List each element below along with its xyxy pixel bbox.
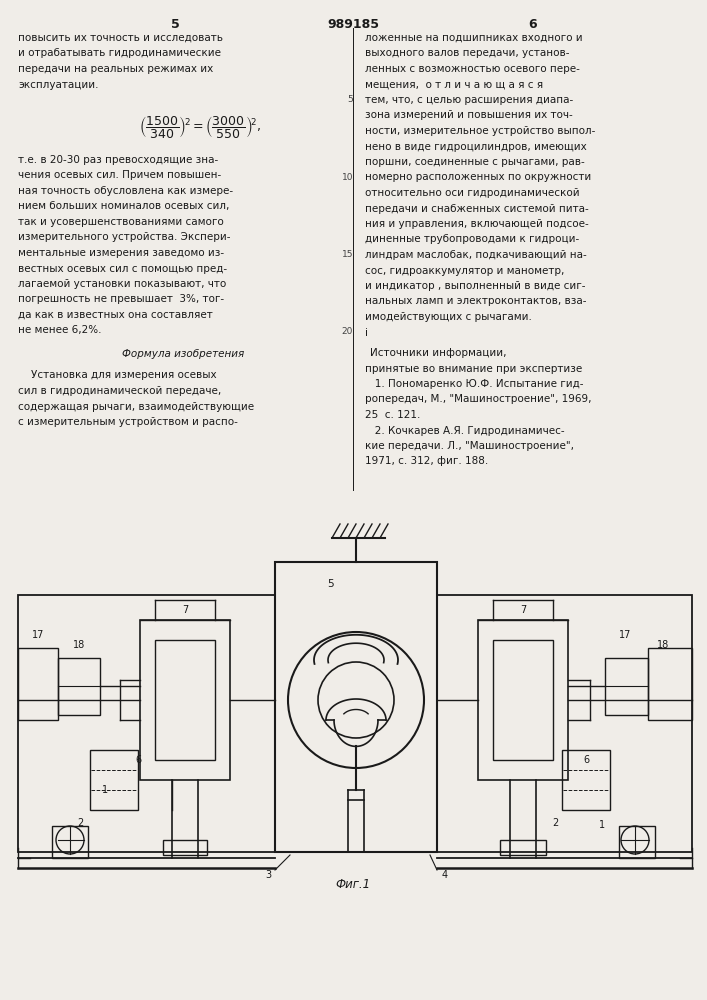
- Text: ментальные измерения заведомо из-: ментальные измерения заведомо из-: [18, 248, 224, 258]
- Text: 18: 18: [657, 640, 669, 650]
- Text: 6: 6: [583, 755, 589, 765]
- Text: 2. Кочкарев А.Я. Гидродинамичес-: 2. Кочкарев А.Я. Гидродинамичес-: [365, 426, 565, 436]
- Text: 1. Пономаренко Ю.Ф. Испытание гид-: 1. Пономаренко Ю.Ф. Испытание гид-: [365, 379, 583, 389]
- Text: с измерительным устройством и распо-: с измерительным устройством и распо-: [18, 417, 238, 427]
- Text: 7: 7: [520, 605, 526, 615]
- Text: 1: 1: [102, 785, 108, 795]
- Bar: [90, 750, 138, 810]
- Text: т.е. в 20-30 раз превосходящие зна-: т.е. в 20-30 раз превосходящие зна-: [18, 155, 218, 165]
- Text: 7: 7: [182, 605, 188, 615]
- Text: 5: 5: [347, 95, 353, 104]
- Bar: [437, 595, 692, 852]
- Text: измерительного устройства. Экспери-: измерительного устройства. Экспери-: [18, 232, 230, 242]
- Bar: [478, 620, 568, 780]
- Text: $\left(\dfrac{1500}{340}\right)^{\!2}=\left(\dfrac{3000}{550}\right)^{\!2},$: $\left(\dfrac{1500}{340}\right)^{\!2}=\l…: [139, 114, 261, 140]
- Text: чения осевых сил. Причем повышен-: чения осевых сил. Причем повышен-: [18, 170, 221, 180]
- Text: ности, измерительное устройство выпол-: ности, измерительное устройство выпол-: [365, 126, 595, 136]
- Text: 2: 2: [552, 818, 558, 828]
- Text: ная точность обусловлена как измере-: ная точность обусловлена как измере-: [18, 186, 233, 196]
- Text: да как в известных она составляет: да как в известных она составляет: [18, 310, 213, 320]
- Text: выходного валов передачи, установ-: выходного валов передачи, установ-: [365, 48, 570, 58]
- Bar: [58, 658, 100, 715]
- Text: относительно оси гидродинамической: относительно оси гидродинамической: [365, 188, 580, 198]
- Bar: [275, 562, 437, 852]
- Text: тем, что, с целью расширения диапа-: тем, что, с целью расширения диапа-: [365, 95, 573, 105]
- Text: эксплуатации.: эксплуатации.: [18, 80, 98, 90]
- Text: ложенные на подшипниках входного и: ложенные на подшипниках входного и: [365, 33, 583, 43]
- Bar: [52, 826, 88, 858]
- Text: 17: 17: [619, 630, 631, 640]
- Bar: [163, 840, 207, 855]
- Bar: [155, 640, 215, 760]
- Text: повысить их точность и исследовать: повысить их точность и исследовать: [18, 33, 223, 43]
- Text: 6: 6: [135, 755, 141, 765]
- Text: поршни, соединенные с рычагами, рав-: поршни, соединенные с рычагами, рав-: [365, 157, 585, 167]
- Text: вестных осевых сил с помощью пред-: вестных осевых сил с помощью пред-: [18, 263, 227, 273]
- Text: не менее 6,2%.: не менее 6,2%.: [18, 326, 102, 336]
- Bar: [493, 640, 553, 760]
- Text: мещения,  о т л и ч а ю щ а я с я: мещения, о т л и ч а ю щ а я с я: [365, 80, 543, 90]
- Text: кие передачи. Л., "Машиностроение",: кие передачи. Л., "Машиностроение",: [365, 441, 574, 451]
- Text: нено в виде гидроцилиндров, имеющих: нено в виде гидроцилиндров, имеющих: [365, 141, 587, 151]
- Bar: [500, 840, 546, 855]
- Text: 989185: 989185: [327, 18, 379, 31]
- Text: сил в гидродинамической передаче,: сил в гидродинамической передаче,: [18, 386, 221, 396]
- Bar: [605, 658, 648, 715]
- Bar: [140, 620, 230, 780]
- Text: передачи и снабженных системой пита-: передачи и снабженных системой пита-: [365, 204, 589, 214]
- Text: 25  с. 121.: 25 с. 121.: [365, 410, 421, 420]
- Text: передачи на реальных режимах их: передачи на реальных режимах их: [18, 64, 214, 74]
- Text: имодействующих с рычагами.: имодействующих с рычагами.: [365, 312, 532, 322]
- Text: 5: 5: [327, 579, 333, 589]
- Text: 15: 15: [341, 250, 353, 259]
- Text: Формула изобретения: Формула изобретения: [122, 349, 244, 359]
- Bar: [619, 826, 655, 858]
- Text: 4: 4: [442, 870, 448, 880]
- Text: 1: 1: [599, 820, 605, 830]
- Text: и отрабатывать гидродинамические: и отрабатывать гидродинамические: [18, 48, 221, 58]
- Bar: [18, 595, 275, 852]
- Text: 1971, с. 312, фиг. 188.: 1971, с. 312, фиг. 188.: [365, 456, 489, 466]
- Text: 10: 10: [341, 172, 353, 182]
- Text: Фиг.1: Фиг.1: [335, 879, 370, 892]
- Bar: [562, 750, 610, 810]
- Bar: [648, 648, 692, 720]
- Text: нальных ламп и электроконтактов, вза-: нальных ламп и электроконтактов, вза-: [365, 296, 587, 306]
- Text: ния и управления, включающей подсое-: ния и управления, включающей подсое-: [365, 219, 589, 229]
- Text: 18: 18: [73, 640, 85, 650]
- Text: нием больших номиналов осевых сил,: нием больших номиналов осевых сил,: [18, 202, 229, 212]
- Text: принятые во внимание при экспертизе: принятые во внимание при экспертизе: [365, 363, 583, 373]
- Text: Установка для измерения осевых: Установка для измерения осевых: [18, 370, 216, 380]
- Text: 6: 6: [529, 18, 537, 31]
- Text: линдрам маслобак, подкачивающий на-: линдрам маслобак, подкачивающий на-: [365, 250, 587, 260]
- Text: содержащая рычаги, взаимодействующие: содержащая рычаги, взаимодействующие: [18, 401, 254, 412]
- Text: лагаемой установки показывают, что: лагаемой установки показывают, что: [18, 279, 226, 289]
- Text: 20: 20: [341, 328, 353, 336]
- Text: так и усовершенствованиями самого: так и усовершенствованиями самого: [18, 217, 223, 227]
- Text: 17: 17: [32, 630, 44, 640]
- Text: Источники информации,: Источники информации,: [370, 348, 506, 358]
- Text: 2: 2: [77, 818, 83, 828]
- Text: зона измерений и повышения их точ-: зона измерений и повышения их точ-: [365, 110, 573, 120]
- Text: 5: 5: [170, 18, 180, 31]
- Text: сос, гидроаккумулятор и манометр,: сос, гидроаккумулятор и манометр,: [365, 265, 564, 275]
- Text: ропередач, М., "Машиностроение", 1969,: ропередач, М., "Машиностроение", 1969,: [365, 394, 592, 404]
- Text: погрешность не превышает  3%, тог-: погрешность не превышает 3%, тог-: [18, 294, 224, 304]
- Text: 3: 3: [265, 870, 271, 880]
- Text: и индикатор , выполненный в виде сиг-: и индикатор , выполненный в виде сиг-: [365, 281, 585, 291]
- Text: диненные трубопроводами к гидроци-: диненные трубопроводами к гидроци-: [365, 234, 579, 244]
- Bar: [18, 648, 58, 720]
- Text: ленных с возможностью осевого пере-: ленных с возможностью осевого пере-: [365, 64, 580, 74]
- Text: i: i: [365, 328, 368, 338]
- Text: номерно расположенных по окружности: номерно расположенных по окружности: [365, 172, 591, 182]
